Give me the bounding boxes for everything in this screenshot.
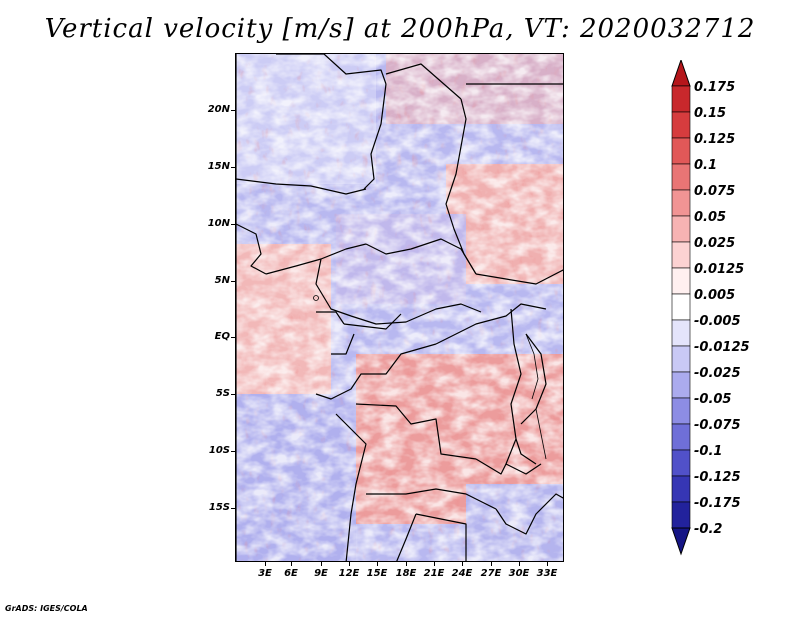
lat-tick [231,394,235,395]
lat-tick [231,281,235,282]
colorbar-segment [671,267,691,295]
colorbar-segment [671,137,691,165]
colorbar-label: 0.05 [694,210,727,225]
colorbar-segment [671,371,691,399]
lat-label-eq: EQ [214,331,230,342]
colorbar-label: 0.005 [694,288,736,303]
lat-tick [231,508,235,509]
colorbar-label: -0.175 [694,496,741,511]
lat-label-10s: 10S [208,445,230,456]
colorbar-segment [671,189,691,217]
grads-credit: GrADS: IGES/COLA [5,604,88,613]
lon-tick [434,562,435,566]
colorbar [671,60,691,556]
colorbar-label: 0.0125 [694,262,745,277]
map-plot-area [235,53,564,562]
lon-tick [491,562,492,566]
colorbar-segment [671,163,691,191]
lon-label-21e: 21E [423,568,445,579]
lon-tick [349,562,350,566]
chart-title: Vertical velocity [m/s] at 200hPa, VT: 2… [44,14,756,44]
lat-label-20n: 20N [207,104,230,115]
colorbar-segment [671,111,691,139]
colorbar-segment [671,293,691,321]
colorbar-segment [671,215,691,243]
colorbar-label: 0.1 [694,158,718,173]
lon-label-24e: 24E [451,568,473,579]
lat-label-5n: 5N [214,275,230,286]
lon-tick [406,562,407,566]
colorbar-label: 0.125 [694,132,736,147]
colorbar-segment [671,449,691,477]
lon-label-9e: 9E [314,568,328,579]
lon-tick [462,562,463,566]
colorbar-label: 0.075 [694,184,736,199]
colorbar-segment [671,475,691,503]
lon-label-33e: 33E [536,568,558,579]
lon-label-27e: 27E [480,568,502,579]
colorbar-label: -0.125 [694,470,741,485]
colorbar-label: -0.025 [694,366,741,381]
lat-tick [231,110,235,111]
lon-tick [265,562,266,566]
lon-label-30e: 30E [508,568,530,579]
lat-label-10n: 10N [207,218,230,229]
colorbar-segment [671,241,691,269]
lon-tick [519,562,520,566]
lat-label-15n: 15N [207,161,230,172]
colorbar-label: 0.175 [694,80,736,95]
colorbar-segment [671,423,691,451]
lon-label-6e: 6E [284,568,298,579]
colorbar-segment [671,319,691,347]
lon-label-3e: 3E [258,568,272,579]
colorbar-label: -0.05 [694,392,732,407]
lon-tick [377,562,378,566]
lat-tick [231,451,235,452]
lon-tick [291,562,292,566]
colorbar-segment [671,397,691,425]
lon-label-15e: 15E [366,568,388,579]
colorbar-label: -0.2 [694,522,723,537]
lat-tick [231,167,235,168]
colorbar-segment [671,501,691,529]
colorbar-top-arrow [671,60,691,87]
lon-tick [547,562,548,566]
colorbar-label: 0.15 [694,106,727,121]
colorbar-segment [671,345,691,373]
lat-label-5s: 5S [215,388,230,399]
lon-label-12e: 12E [338,568,360,579]
colorbar-bottom-arrow [671,527,691,556]
lon-label-18e: 18E [395,568,417,579]
colorbar-label: -0.075 [694,418,741,433]
colorbar-label: -0.1 [694,444,723,459]
colorbar-segment [671,85,691,113]
lat-tick [231,224,235,225]
lon-tick [321,562,322,566]
colorbar-label: -0.0125 [694,340,750,355]
colorbar-label: -0.005 [694,314,741,329]
lat-label-15s: 15S [208,502,230,513]
velocity-field [236,54,563,561]
lat-tick [231,337,235,338]
colorbar-label: 0.025 [694,236,736,251]
